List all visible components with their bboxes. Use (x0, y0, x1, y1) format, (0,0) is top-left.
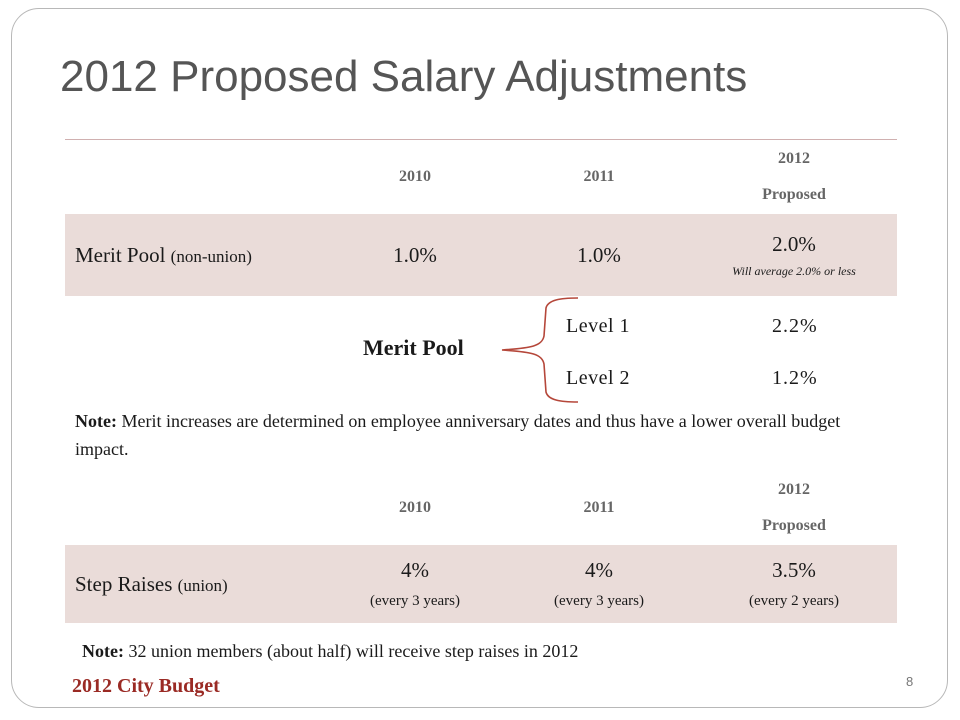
step-header-2011: 2011 (583, 499, 615, 516)
merit-note-text: Merit increases are determined on employ… (75, 411, 841, 459)
merit-table-header-row: 2010 2011 2012 Proposed (65, 140, 897, 215)
level-1-label: Level 1 (566, 315, 631, 337)
merit-pool-label-text: Merit Pool (75, 242, 166, 267)
step-note-text: 32 union members (about half) will recei… (128, 641, 579, 661)
step-raises-2012-value: 3.5% (772, 558, 816, 582)
step-raises-2011: 4% (every 3 years) (507, 545, 691, 623)
merit-pool-2012: 2.0% Will average 2.0% or less (691, 214, 897, 296)
merit-pool-2010-value: 1.0% (393, 242, 437, 267)
merit-header-2012-proposed: Proposed (762, 186, 826, 203)
step-raises-row-label: Step Raises (union) (65, 545, 323, 623)
merit-note: Note: Merit increases are determined on … (75, 407, 875, 463)
step-header-2012: 2012 Proposed (691, 471, 897, 545)
merit-table: 2010 2011 2012 Proposed Merit Pool (non-… (65, 139, 897, 296)
merit-header-2012: 2012 Proposed (691, 140, 897, 215)
merit-pool-row: Merit Pool (non-union) 1.0% 1.0% 2.0% Wi… (65, 214, 897, 296)
step-note: Note: 32 union members (about half) will… (82, 639, 882, 663)
merit-header-label (65, 140, 323, 215)
step-raises-row: Step Raises (union) 4% (every 3 years) 4… (65, 545, 897, 623)
step-header-2010: 2010 (399, 499, 431, 516)
step-raises-2012: 3.5% (every 2 years) (691, 545, 897, 623)
footer-budget-label: 2012 City Budget (72, 675, 220, 697)
step-header-label (65, 471, 323, 545)
merit-pool-2012-note: Will average 2.0% or less (732, 264, 856, 278)
step-table-header-row: 2010 2011 2012 Proposed (65, 471, 897, 545)
level-2-label: Level 2 (566, 367, 631, 389)
step-note-label: Note: (82, 641, 124, 661)
merit-breakdown-label: Merit Pool (363, 335, 464, 360)
merit-header-2012-year: 2012 (778, 150, 810, 167)
level-1-value: 2.2% (772, 315, 818, 337)
merit-header-2010: 2010 (399, 168, 431, 185)
slide-title: 2012 Proposed Salary Adjustments (60, 52, 748, 101)
merit-pool-row-label: Merit Pool (non-union) (65, 214, 323, 296)
merit-pool-qualifier: (non-union) (170, 246, 252, 266)
step-raises-qualifier: (union) (177, 575, 228, 595)
merit-header-2011: 2011 (583, 168, 615, 185)
level-2-value: 1.2% (772, 367, 818, 389)
step-header-2012-proposed: Proposed (762, 517, 826, 534)
step-table: 2010 2011 2012 Proposed Step Raises (uni… (65, 471, 897, 623)
merit-pool-2011-value: 1.0% (577, 242, 621, 267)
step-raises-2011-frequency: (every 3 years) (554, 593, 644, 609)
step-raises-2010: 4% (every 3 years) (323, 545, 507, 623)
step-raises-2010-value: 4% (401, 558, 429, 582)
step-raises-2011-value: 4% (585, 558, 613, 582)
step-header-2012-year: 2012 (778, 481, 810, 498)
merit-pool-2011: 1.0% (507, 214, 691, 296)
step-raises-2012-frequency: (every 2 years) (749, 593, 839, 609)
page-number: 8 (906, 674, 914, 689)
step-raises-2010-frequency: (every 3 years) (370, 593, 460, 609)
merit-pool-2012-value: 2.0% (772, 232, 816, 256)
merit-pool-2010: 1.0% (323, 214, 507, 296)
step-raises-label-text: Step Raises (75, 571, 173, 596)
merit-note-label: Note: (75, 411, 117, 431)
curly-brace-icon (501, 297, 579, 403)
